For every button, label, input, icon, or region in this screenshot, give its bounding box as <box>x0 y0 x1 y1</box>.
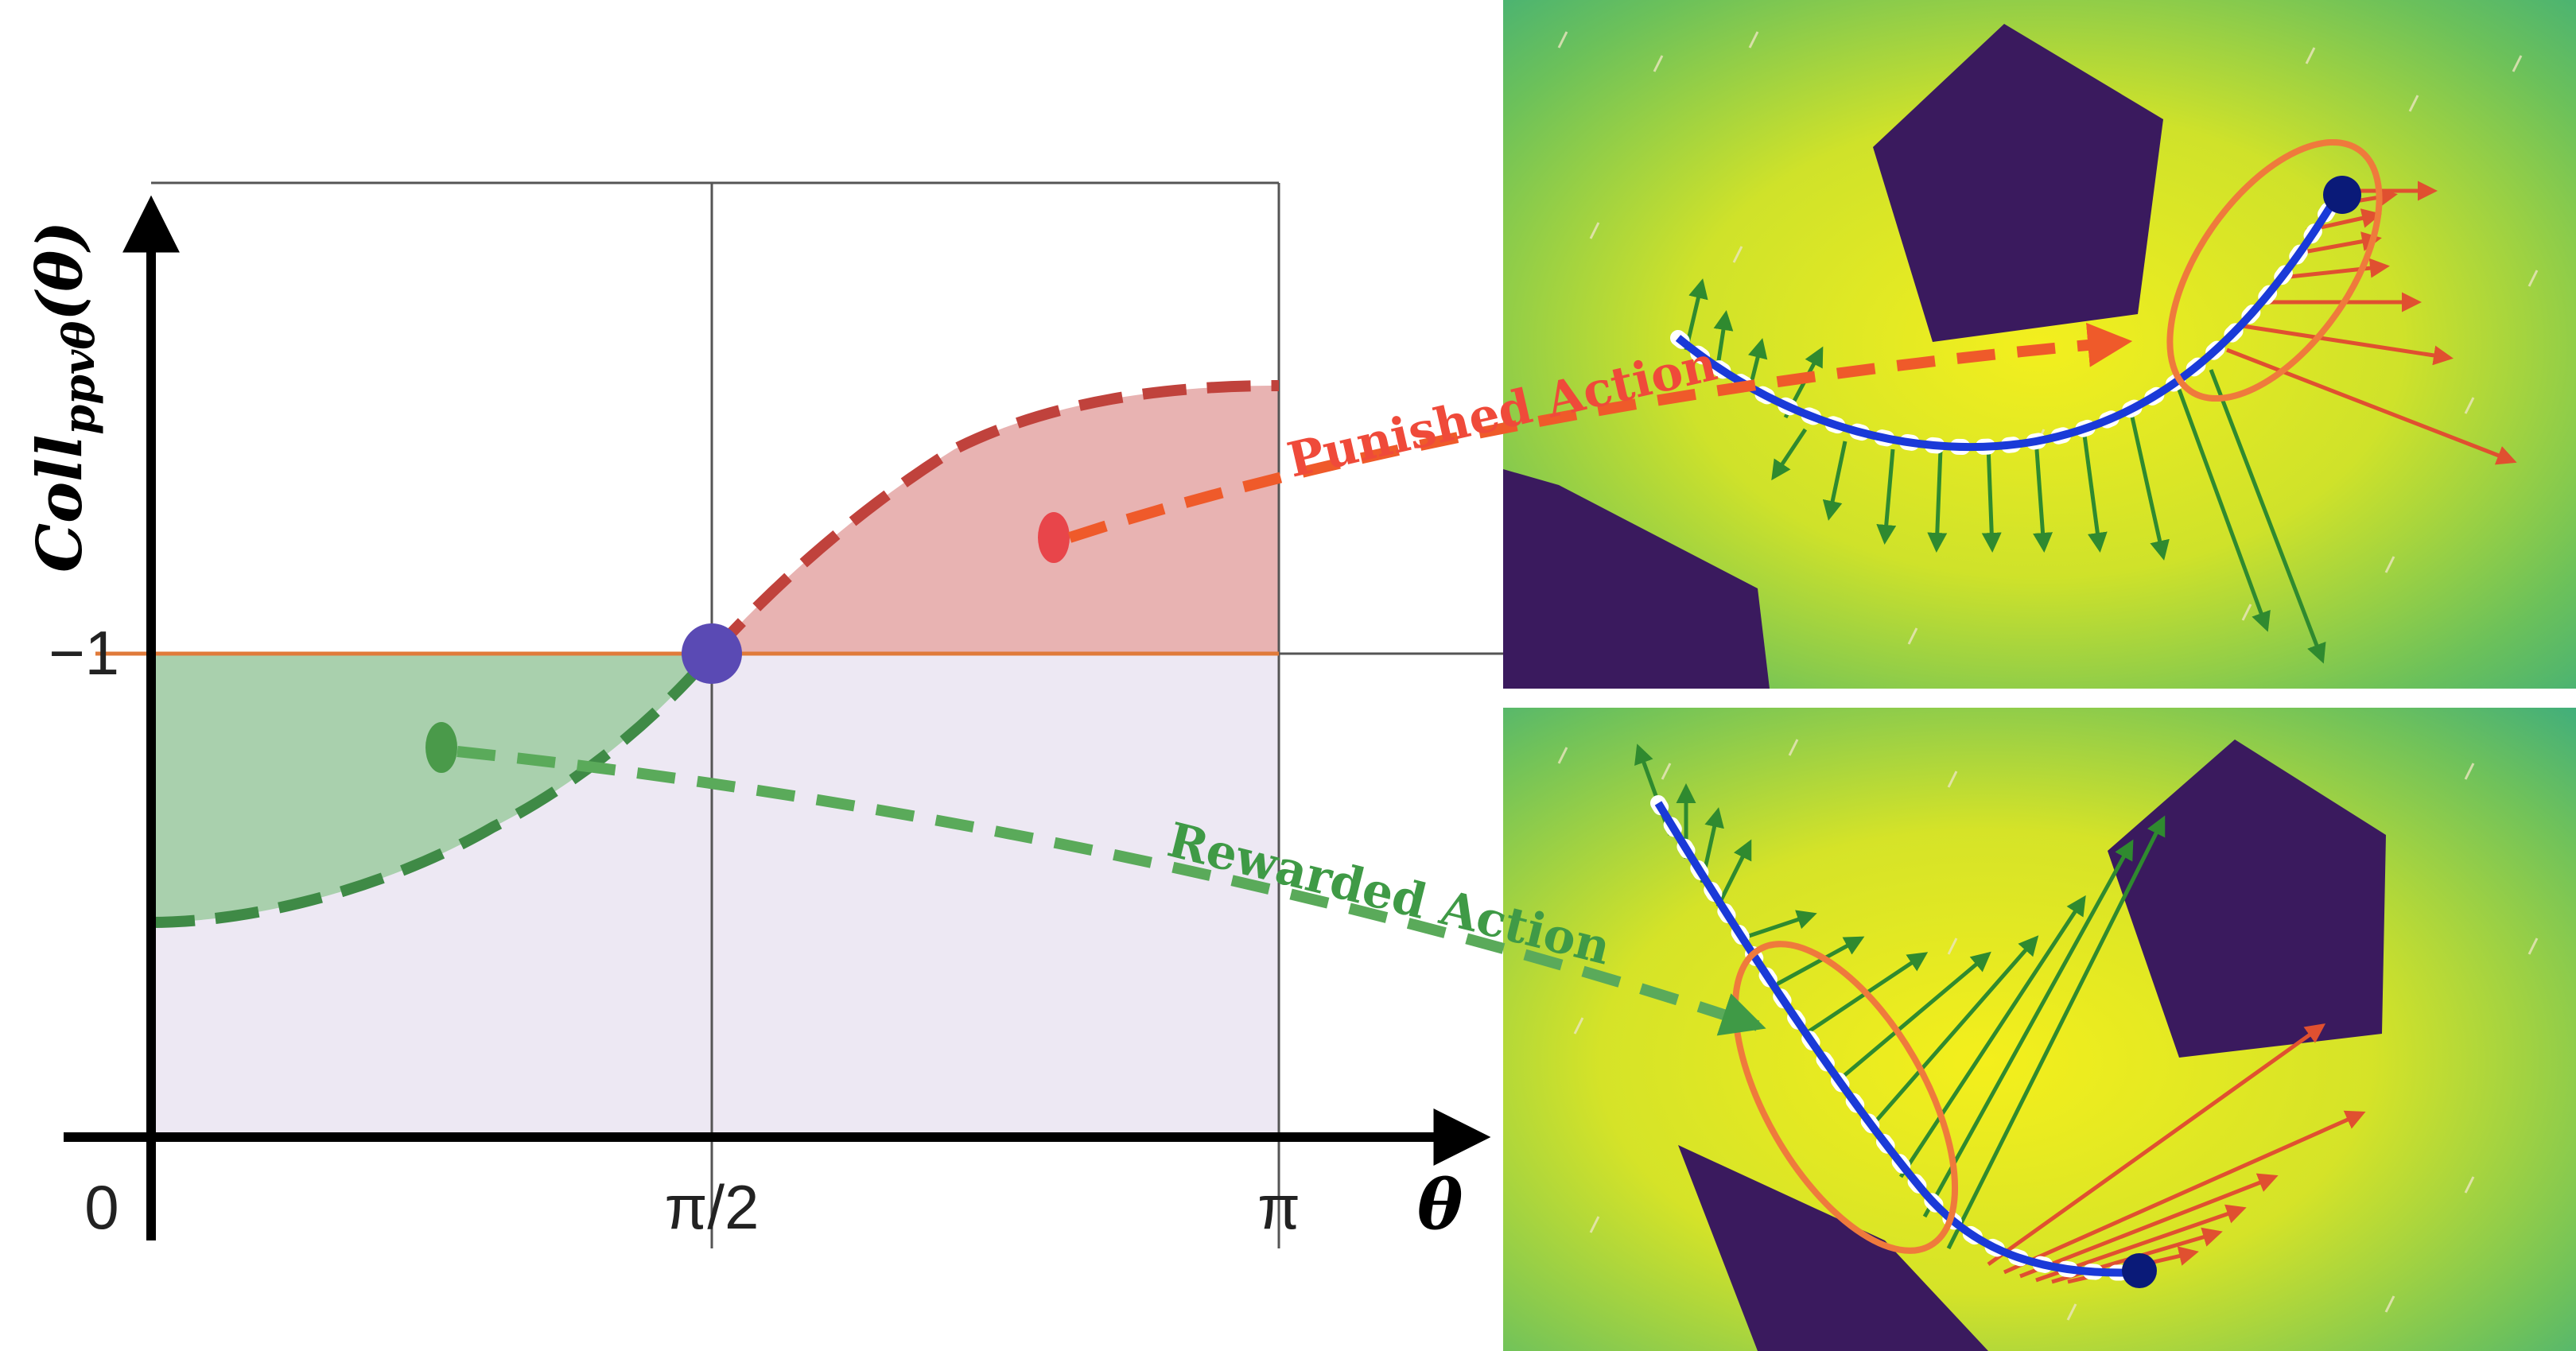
trajectory-line-bottom-core <box>1654 801 2140 1277</box>
x-axis-label: θ <box>1417 1165 1463 1245</box>
y-tick-minus-one: −1 <box>49 618 119 688</box>
theta-plot: 0 π/2 π −1 θ Collppvθ(θ) <box>24 181 1503 1248</box>
punished-arrow <box>1067 322 2133 543</box>
highlight-ellipse-bottom <box>1731 941 1959 1254</box>
punished-sample-dot <box>1038 512 1070 563</box>
rewarded-region <box>151 654 712 922</box>
punished-panel <box>1503 0 2576 689</box>
field-arrows-top <box>1557 31 2539 645</box>
punished-region <box>712 386 1279 654</box>
trajectory-line-top-core <box>1675 204 2334 452</box>
obstacle-pentagon-bottom <box>2108 740 2386 1058</box>
highlight-ellipse-top <box>2166 138 2383 402</box>
rewarded-sample-dot <box>425 722 457 773</box>
y-axis-label-main: Coll <box>24 435 96 573</box>
x-tick-half-pi: π/2 <box>665 1172 760 1242</box>
panel-divider <box>1503 689 2576 708</box>
svg-text:Collppvθ(θ): Collppvθ(θ) <box>24 221 104 573</box>
robot-goal-bottom <box>2122 1253 2157 1288</box>
robot-goal-top <box>2323 176 2361 214</box>
x-tick-pi: π <box>1257 1172 1300 1242</box>
x-tick-0: 0 <box>84 1172 119 1242</box>
green-force-arrows-bottom <box>1634 743 2166 1250</box>
curve-rewarded <box>150 650 717 928</box>
obstacle-wedge-bottom <box>1678 1145 1988 1351</box>
pivot-dot <box>682 623 742 684</box>
y-axis-label-arg: (θ) <box>24 221 96 321</box>
rewarded-panel <box>1503 708 2576 1351</box>
rewarded-arrow <box>457 746 1766 1036</box>
y-axis-label-sub: ppvθ <box>53 321 104 435</box>
field-background-bottom <box>1503 708 2576 1351</box>
y-axis-label: Collppvθ(θ) <box>24 221 104 573</box>
obstacle-pentagon <box>1873 24 2163 342</box>
curve-punished <box>707 380 1280 658</box>
obstacle-wedge <box>1503 469 1770 689</box>
field-arrows-bottom <box>1557 739 2539 1321</box>
